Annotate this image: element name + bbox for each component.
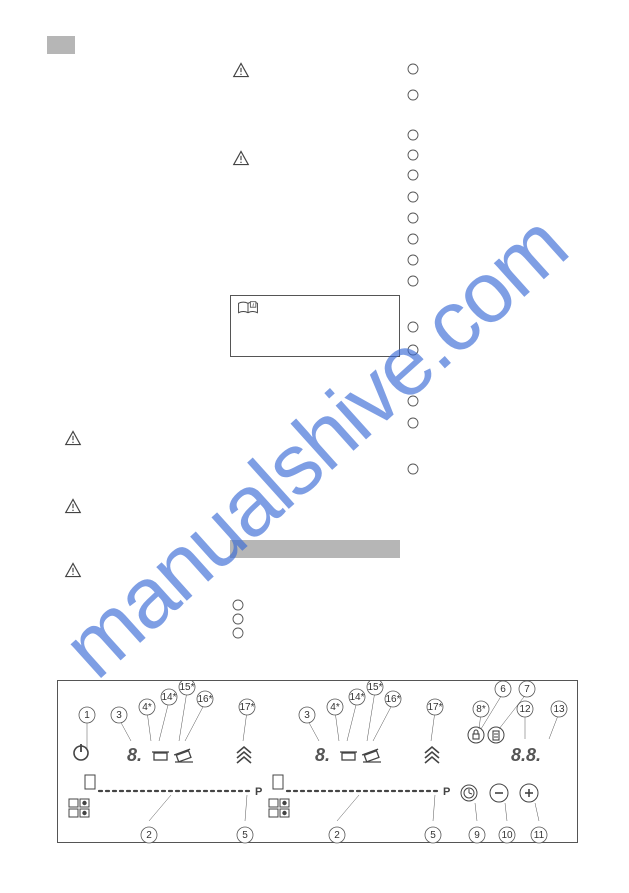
- control-panel-diagram: 134*14*15*16*17*34*14*15*16*17*678*12132…: [57, 680, 578, 843]
- section-header-bar: [230, 540, 400, 558]
- svg-text:5: 5: [242, 830, 248, 841]
- svg-text:P: P: [255, 786, 262, 798]
- svg-text:3: 3: [304, 710, 310, 721]
- svg-text:9: 9: [474, 830, 480, 841]
- svg-text:1: 1: [84, 710, 90, 721]
- svg-text:4*: 4*: [330, 702, 340, 713]
- svg-text:15*: 15*: [179, 682, 194, 693]
- warning-icon: [64, 498, 82, 516]
- svg-text:13: 13: [553, 704, 565, 715]
- svg-text:15*: 15*: [367, 682, 382, 693]
- svg-text:8.: 8.: [315, 745, 330, 765]
- info-note-box: i: [230, 295, 400, 357]
- svg-text:17*: 17*: [427, 702, 442, 713]
- svg-text:8.8.: 8.8.: [511, 745, 541, 765]
- warning-icon: [64, 430, 82, 448]
- svg-text:11: 11: [534, 830, 545, 841]
- svg-text:2: 2: [334, 830, 340, 841]
- svg-text:17*: 17*: [239, 702, 254, 713]
- svg-text:2: 2: [146, 830, 152, 841]
- svg-text:3: 3: [116, 710, 122, 721]
- manual-page: manualshive.com i 13: [0, 0, 629, 893]
- warning-icon: [232, 150, 250, 168]
- svg-text:5: 5: [430, 830, 436, 841]
- svg-text:8*: 8*: [476, 704, 486, 715]
- svg-text:12: 12: [519, 704, 531, 715]
- svg-text:14*: 14*: [161, 692, 176, 703]
- warning-icon: [64, 562, 82, 580]
- svg-text:7: 7: [524, 684, 530, 695]
- svg-text:P: P: [443, 786, 450, 798]
- warning-icon: [232, 62, 250, 80]
- svg-text:14*: 14*: [349, 692, 364, 703]
- svg-text:10: 10: [501, 830, 513, 841]
- svg-text:16*: 16*: [197, 694, 212, 705]
- page-number-chip: [47, 36, 75, 54]
- book-info-icon: i: [237, 300, 259, 318]
- watermark: manualshive.com: [44, 196, 585, 697]
- svg-text:8.: 8.: [127, 745, 142, 765]
- svg-text:4*: 4*: [142, 702, 152, 713]
- svg-text:6: 6: [500, 684, 506, 695]
- svg-text:16*: 16*: [385, 694, 400, 705]
